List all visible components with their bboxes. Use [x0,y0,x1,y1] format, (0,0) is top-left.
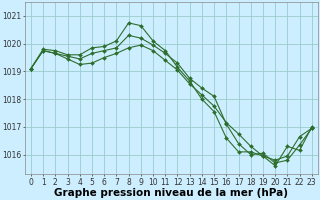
X-axis label: Graphe pression niveau de la mer (hPa): Graphe pression niveau de la mer (hPa) [54,188,288,198]
